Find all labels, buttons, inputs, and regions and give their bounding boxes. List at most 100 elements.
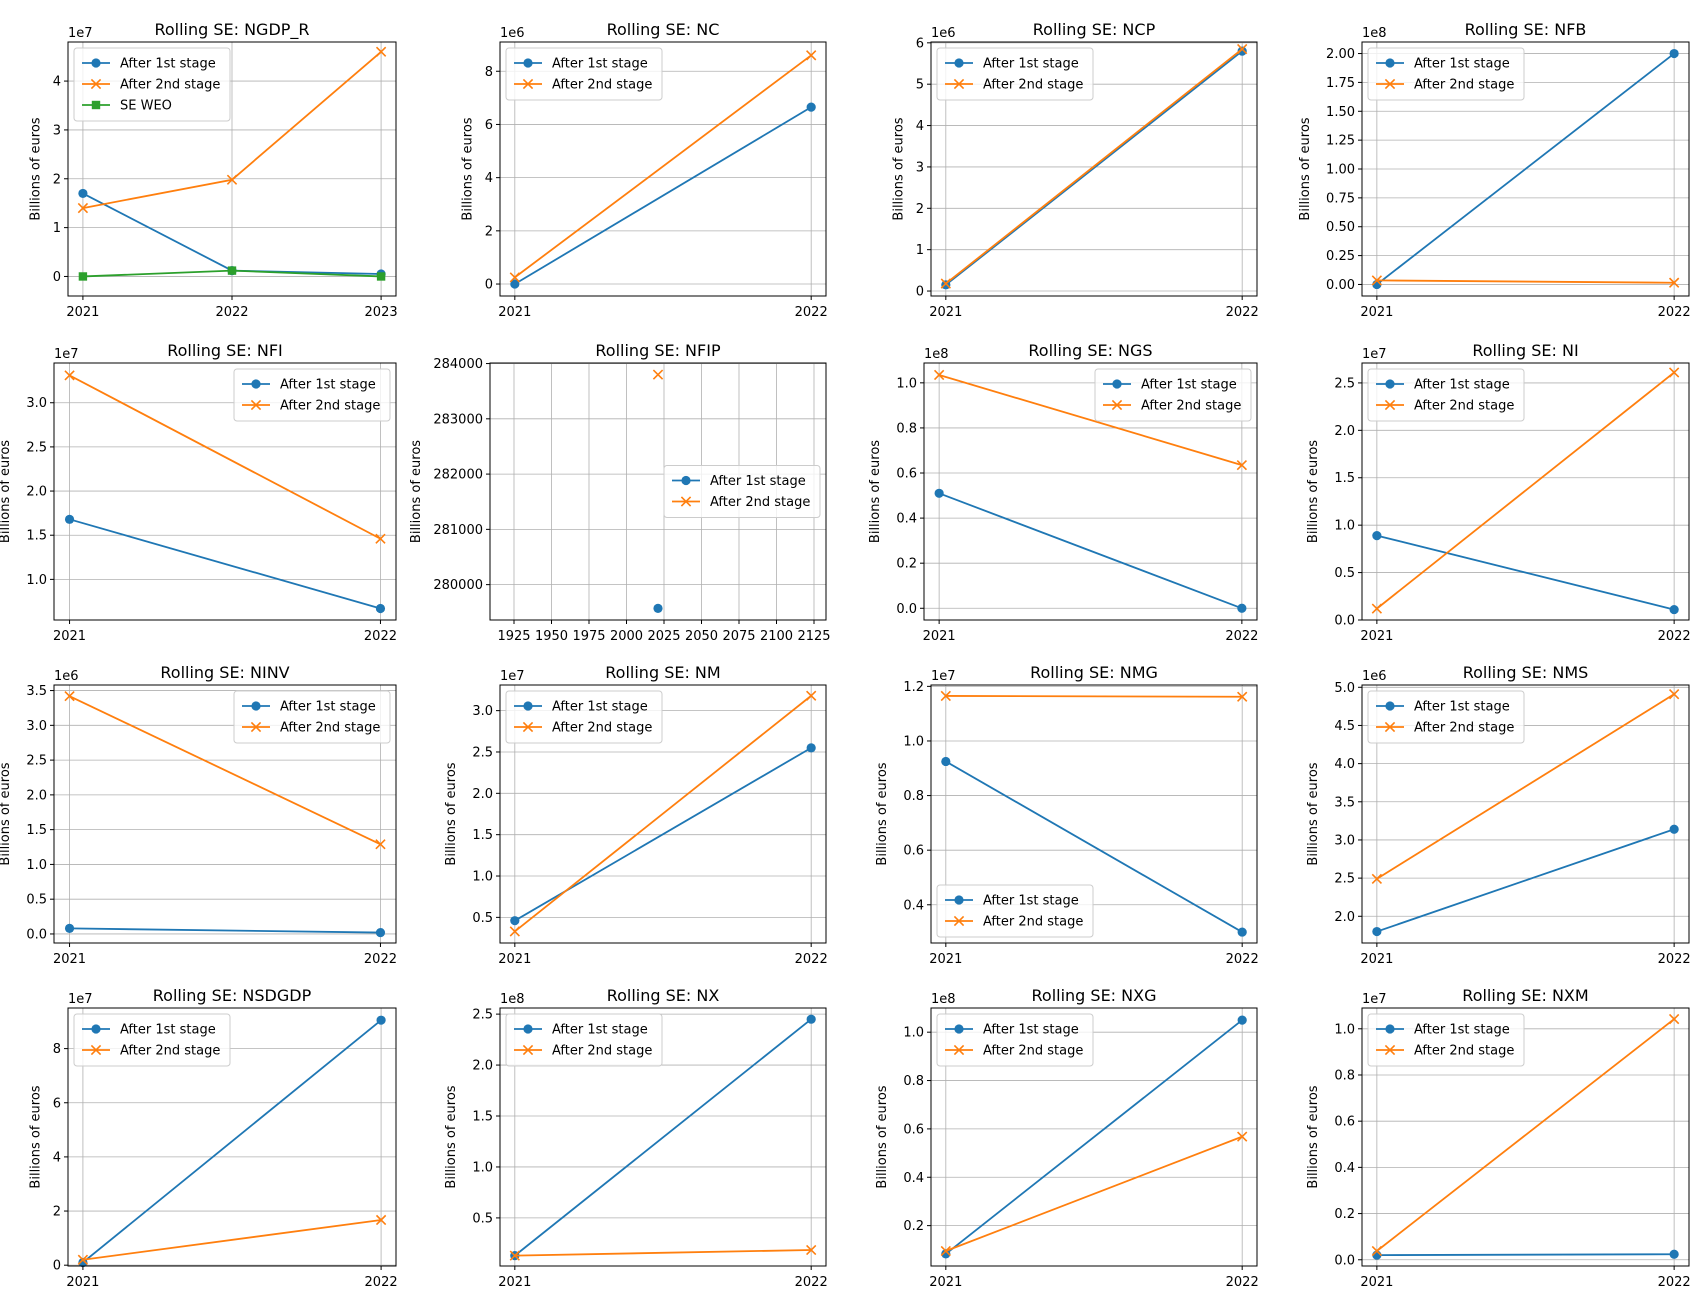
data-point-series-1 <box>1372 530 1382 541</box>
legend-marker-2 <box>953 78 965 90</box>
x-tick-label: 2022 <box>1658 305 1691 320</box>
legend-box <box>505 47 663 101</box>
legend-marker-2 <box>1384 399 1396 411</box>
y-tick-label: 2.5 <box>1334 376 1355 391</box>
legend-label: After 1st stage <box>1414 378 1510 393</box>
data-point-series-2 <box>806 690 817 701</box>
data-point-series-2 <box>1668 367 1680 378</box>
legend-marker-1 <box>251 701 261 711</box>
data-point-series-1 <box>941 756 951 767</box>
legend-label: After 2nd stage <box>1414 78 1514 93</box>
y-tick-label: 1.25 <box>1326 134 1355 149</box>
legend: After 1st stage After 2nd stage <box>505 47 663 101</box>
data-point-series-1 <box>1237 1015 1247 1025</box>
x-tick-label: 2125 <box>797 629 830 644</box>
x-tick-label: 2022 <box>1226 305 1259 320</box>
y-axis-label: Billions of euros <box>1306 1085 1321 1188</box>
subplot-5: 1.0 1.5 2.0 2.5 3.0 2021 2022 1e7 Rolling SE: NF… <box>0 341 397 644</box>
legend-marker-1 <box>523 1024 533 1034</box>
y-tick-label: 4.5 <box>1334 719 1355 734</box>
x-tick-label: 2021 <box>1360 305 1393 320</box>
y-tick-label: 5 <box>916 78 924 93</box>
chart-title: Rolling SE: NFB <box>1465 20 1587 39</box>
x-tick-label: 2021 <box>1360 1275 1393 1290</box>
legend-marker-2 <box>1384 721 1396 733</box>
data-point-series-2 <box>806 1244 817 1256</box>
legend-label: After 2nd stage <box>552 1044 652 1059</box>
data-point-series-2 <box>1237 691 1248 702</box>
legend: After 1st stage After 2nd stage <box>233 368 391 422</box>
y-tick-label: 0.0 <box>1334 1253 1355 1268</box>
series-line-2 <box>514 695 812 933</box>
legend-label: After 1st stage <box>983 894 1079 909</box>
data-point-series-1 <box>1669 48 1679 59</box>
y-axis-label: Billions of euros <box>0 762 13 865</box>
x-tick-label: 2022 <box>364 629 397 644</box>
y-tick-label: 8 <box>485 65 493 80</box>
chart-title: Rolling SE: NX <box>607 986 720 1005</box>
subplot-3: 0 1 2 3 4 5 6 2021 2022 1e6 Rolling SE: NCP Billion… <box>892 20 1259 320</box>
series-line-1 <box>1376 534 1675 611</box>
data-point-series-2 <box>1371 873 1383 885</box>
data-point-series-1 <box>376 1015 386 1025</box>
data-point-series-1 <box>1669 824 1679 834</box>
x-tick-label: 2022 <box>1225 629 1258 644</box>
y-tick-label: 2.0 <box>1334 910 1355 925</box>
axes-frame <box>499 41 827 297</box>
legend-marker-2 <box>90 78 102 90</box>
data-point-series-2 <box>509 272 520 283</box>
legend-box <box>73 1013 231 1067</box>
data-point-series-2 <box>1236 459 1248 471</box>
x-tick-label: 2050 <box>685 629 718 644</box>
y-tick-label: 0.2 <box>903 1219 924 1234</box>
y-tick-label: 1.5 <box>472 828 493 843</box>
legend-label: After 1st stage <box>552 1023 648 1038</box>
y-tick-label: 0.8 <box>1334 1068 1355 1083</box>
legend-box <box>936 47 1094 101</box>
x-tick-label: 2022 <box>364 952 397 967</box>
data-point-series-2 <box>226 174 238 185</box>
x-tick-label: 2021 <box>66 305 99 320</box>
chart-title: Rolling SE: NMS <box>1463 663 1589 682</box>
y-axis-label: Billions of euros <box>444 762 459 865</box>
y-offset-label: 1e7 <box>68 992 93 1007</box>
series-line-1 <box>514 106 812 285</box>
y-axis-label: Billions of euros <box>1306 762 1321 865</box>
legend-box <box>1367 368 1525 422</box>
y-tick-label: 6 <box>916 36 924 51</box>
y-offset-label: 1e8 <box>1362 26 1387 41</box>
y-offset-label: 1e7 <box>54 347 79 362</box>
legend-marker-2 <box>250 399 262 411</box>
y-axis-label: Billions of euros <box>868 440 883 543</box>
legend-marker-3 <box>91 100 101 110</box>
legend-box <box>505 1013 663 1067</box>
legend-label: After 1st stage <box>1414 700 1510 715</box>
x-tick-label: 2021 <box>53 952 86 967</box>
x-tick-label: 2021 <box>929 952 962 967</box>
y-tick-label: 0.25 <box>1326 249 1355 264</box>
chart-title: Rolling SE: NGS <box>1028 341 1152 360</box>
legend-marker-1 <box>954 895 964 905</box>
chart-title: Rolling SE: NCP <box>1033 20 1156 39</box>
legend-marker-1 <box>91 1024 101 1034</box>
series-line-2 <box>514 1249 812 1257</box>
x-tick-label: 2000 <box>610 629 643 644</box>
x-tick-label: 2022 <box>215 305 248 320</box>
y-tick-label: 0.4 <box>903 898 924 913</box>
y-tick-label: 2 <box>485 224 493 239</box>
series-line-2 <box>1376 693 1675 880</box>
y-tick-label: 0.6 <box>903 1122 924 1137</box>
legend: After 1st stage After 2nd stage <box>936 47 1094 101</box>
y-tick-label: 1.0 <box>896 376 917 391</box>
data-point-series-1 <box>375 927 386 938</box>
series-line-1 <box>514 1018 812 1257</box>
y-tick-label: 0 <box>485 278 493 293</box>
legend-marker-2 <box>1111 399 1123 411</box>
y-tick-label: 4 <box>916 119 924 134</box>
y-tick-label: 0.0 <box>26 927 47 942</box>
series-line-2 <box>945 48 1243 285</box>
legend-label: After 1st stage <box>552 57 648 72</box>
chart-title: Rolling SE: NM <box>605 663 720 682</box>
legend-label: After 2nd stage <box>280 721 380 736</box>
chart-title: Rolling SE: NFIP <box>595 341 721 360</box>
